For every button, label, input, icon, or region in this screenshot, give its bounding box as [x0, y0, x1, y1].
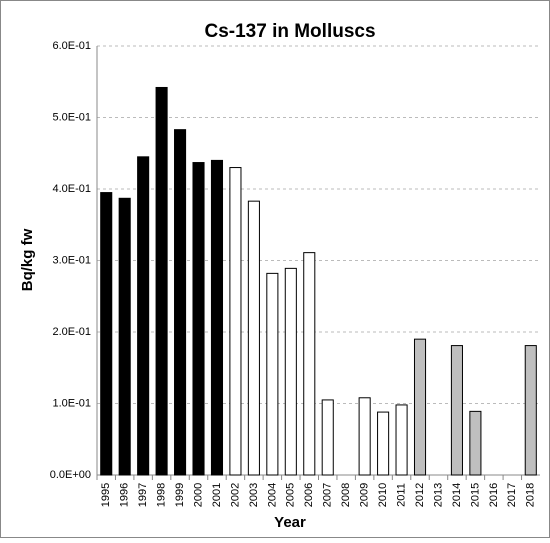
bar [192, 162, 205, 476]
chart-title: Cs-137 in Molluscs [204, 21, 375, 42]
x-tick-label: 2011 [395, 483, 407, 507]
x-tick-label: 1999 [174, 483, 186, 507]
bar [266, 272, 279, 476]
x-tick-label: 2007 [322, 483, 334, 507]
x-tick-label: 1997 [137, 483, 149, 507]
bar [100, 192, 113, 476]
x-tick-label: 2004 [266, 483, 278, 507]
y-axis-label: Bq/kg fw [19, 228, 36, 291]
bar [155, 86, 168, 476]
x-tick-label: 2008 [340, 483, 352, 507]
x-tick-label: 2014 [451, 483, 463, 507]
x-tick-label: 2017 [506, 483, 518, 507]
bar [247, 200, 260, 476]
x-tick-label: 2005 [285, 483, 297, 507]
bar [469, 410, 482, 476]
y-tick-label: 4.0E-01 [52, 183, 91, 195]
bar [321, 399, 334, 476]
bar [524, 345, 537, 476]
bar [303, 252, 316, 476]
x-tick-label: 2010 [377, 483, 389, 507]
x-tick-label: 1995 [100, 483, 112, 507]
x-axis-label: Year [274, 514, 306, 531]
x-tick-label: 2012 [414, 483, 426, 507]
x-tick-label: 2006 [303, 483, 315, 507]
x-tick-label: 2015 [469, 483, 481, 507]
bar [137, 156, 150, 476]
bar [413, 338, 427, 476]
x-tick-label: 1998 [156, 483, 168, 507]
x-tick-label: 2013 [432, 483, 444, 507]
bar [450, 345, 463, 476]
x-tick-label: 2009 [359, 483, 371, 507]
y-tick-label: 5.0E-01 [52, 111, 91, 123]
bar [395, 404, 408, 476]
x-tick-label: 2002 [229, 483, 241, 507]
x-tick-label: 2018 [525, 483, 537, 507]
bar [377, 411, 390, 476]
bar [210, 159, 224, 476]
bar [358, 397, 371, 476]
x-tick-label: 2016 [488, 483, 500, 507]
y-tick-label: 1.0E-01 [52, 397, 91, 409]
bar [118, 197, 131, 476]
x-tick-label: 2001 [211, 483, 223, 507]
x-tick-label: 1996 [119, 483, 131, 507]
y-tick-label: 6.0E-01 [52, 40, 91, 52]
y-tick-label: 0.0E+00 [50, 469, 91, 481]
bar [284, 267, 297, 476]
y-tick-label: 3.0E-01 [52, 254, 91, 266]
bar [174, 129, 187, 476]
x-tick-label: 2003 [248, 483, 260, 507]
x-tick-label: 2000 [192, 483, 204, 507]
y-tick-label: 2.0E-01 [52, 326, 91, 338]
bar [229, 167, 242, 476]
